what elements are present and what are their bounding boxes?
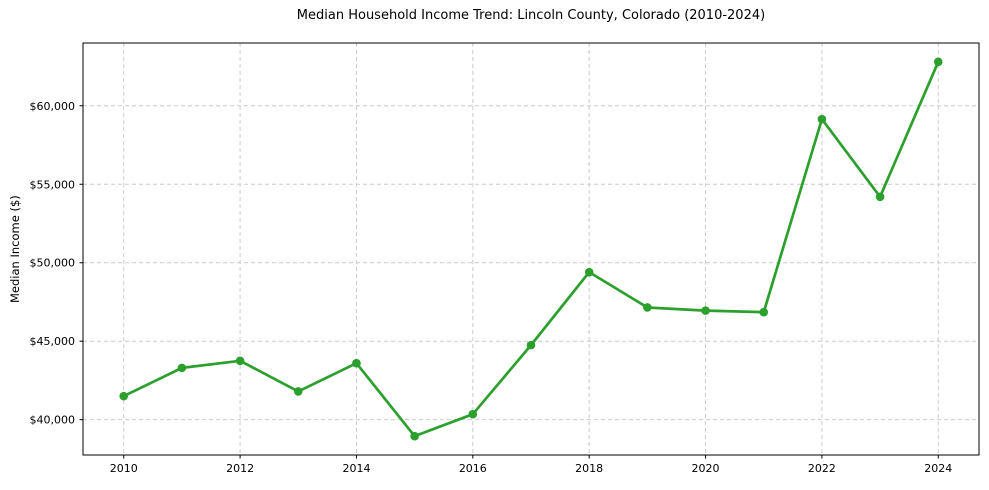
data-point-2011 — [177, 363, 187, 373]
data-point-2015 — [410, 431, 419, 441]
x-tick-label: 2016 — [459, 462, 487, 475]
y-tick-label: $55,000 — [30, 178, 76, 191]
data-point-2017 — [526, 340, 536, 350]
data-point-2014 — [352, 358, 361, 368]
data-point-2024 — [933, 57, 943, 67]
y-tick-label: $60,000 — [30, 100, 76, 113]
data-point-2018 — [584, 267, 594, 277]
x-tick-label: 2022 — [808, 462, 836, 475]
data-point-2023 — [875, 192, 885, 202]
income-trend-line — [122, 60, 940, 438]
data-point-2010 — [119, 391, 129, 401]
data-point-2013 — [293, 387, 303, 396]
y-tick-label: $45,000 — [30, 335, 76, 348]
x-tick-label: 2014 — [342, 462, 370, 475]
plot-border — [82, 42, 980, 456]
chart-title: Median Household Income Trend: Lincoln C… — [296, 8, 766, 23]
data-point-2022 — [817, 114, 827, 124]
x-tick-label: 2024 — [924, 462, 952, 475]
data-point-2019 — [643, 303, 652, 312]
data-point-2020 — [701, 306, 710, 315]
x-tick-label: 2012 — [226, 462, 254, 475]
data-point-2016 — [468, 409, 478, 419]
x-tick-label: 2018 — [575, 462, 603, 475]
y-tick-label: $40,000 — [30, 414, 76, 427]
y-tick-label: $50,000 — [30, 257, 76, 270]
data-point-2012 — [235, 356, 245, 366]
x-tick-label: 2010 — [110, 462, 138, 475]
x-tick-label: 2020 — [692, 462, 720, 475]
data-point-2021 — [759, 307, 769, 317]
